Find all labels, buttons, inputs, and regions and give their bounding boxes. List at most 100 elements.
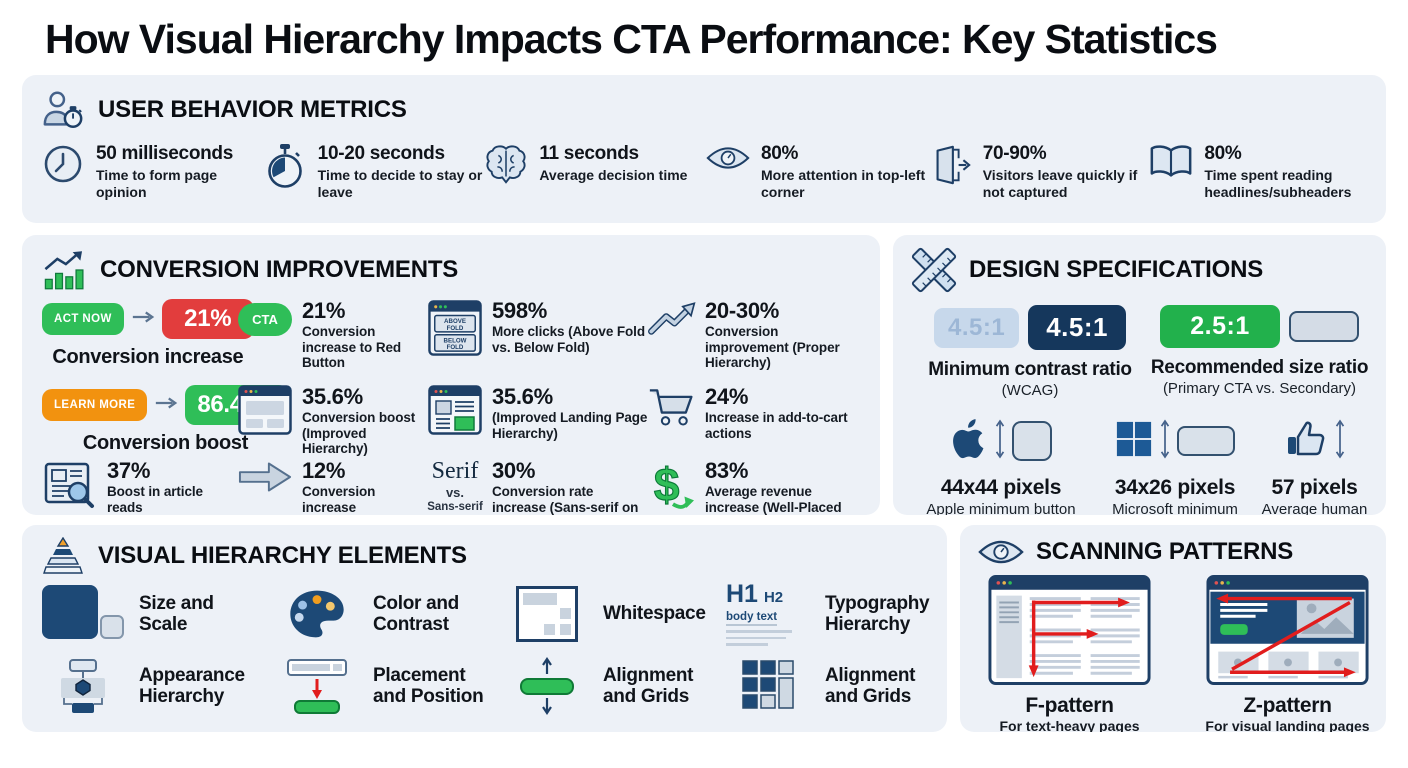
element-label: Color and Contrast xyxy=(373,592,459,635)
demo-caption: Conversion increase xyxy=(52,346,244,368)
article-search-icon xyxy=(42,459,98,511)
whitespace-icon xyxy=(504,583,590,645)
palette-icon xyxy=(274,583,360,645)
element-label: Alignment and Grids xyxy=(603,664,694,707)
stat-improved-hierarchy: 35.6% Conversion boost (Improved Hierarc… xyxy=(237,385,427,459)
bar-chart-arrow-icon xyxy=(42,247,88,293)
shopping-cart-icon xyxy=(648,385,696,429)
user-behavior-heading: USER BEHAVIOR METRICS xyxy=(40,89,1370,131)
spec-desc: Average human thumb width xyxy=(1261,501,1368,515)
landing-page-icon xyxy=(427,385,483,435)
svg-text:FOLD: FOLD xyxy=(447,325,464,332)
conversion-heading: CONVERSION IMPROVEMENTS xyxy=(42,247,864,293)
contrast-chip-high: 4.5:1 xyxy=(1028,305,1126,350)
stat-desc: (Improved Landing Page Hierarchy) xyxy=(492,410,648,441)
conversion-section: CONVERSION IMPROVEMENTS ACT NOW 21% Conv… xyxy=(22,235,880,515)
svg-text:FOLD: FOLD xyxy=(447,344,464,351)
stat-desc: Conversion improvement (Proper Hierarchy… xyxy=(705,324,840,371)
stat-red-button: CTA 21% Conversion increase to Red Butto… xyxy=(237,299,427,385)
section-title: DESIGN SPECIFICATIONS xyxy=(969,256,1264,283)
pattern-name: Z-pattern xyxy=(1243,694,1332,717)
z-pattern-mockup xyxy=(1205,575,1370,689)
stat-above-fold: ABOVE FOLD BELOW FOLD 598% More clicks (… xyxy=(427,299,648,385)
stat-desc: More clicks (Above Fold vs. Below Fold) xyxy=(492,324,645,355)
pattern-desc: For text-heavy pages (blogs) xyxy=(999,718,1140,732)
element-appearance-hierarchy: Appearance Hierarchy xyxy=(40,655,274,717)
stat-value: 50 milliseconds xyxy=(96,143,234,164)
spec-desc: Microsoft minimum button size xyxy=(1112,501,1238,515)
page-title: How Visual Hierarchy Impacts CTA Perform… xyxy=(45,16,1218,62)
stat-value: 24% xyxy=(705,384,749,409)
placement-icon xyxy=(274,655,360,717)
group-subcaption: (Primary CTA vs. Secondary) xyxy=(1162,380,1357,397)
apple-logo-icon xyxy=(950,417,988,466)
spec-desc: Apple minimum button size xyxy=(926,501,1076,515)
serif-vs-sans-icon: Serif vs. Sans-serif xyxy=(427,458,483,513)
stat-value: 20-30% xyxy=(705,298,780,323)
infographic-page: How Visual Hierarchy Impacts CTA Perform… xyxy=(22,16,1386,732)
stat-value: 80% xyxy=(1204,143,1242,164)
stopwatch-icon xyxy=(262,143,308,189)
visual-hierarchy-grid: Size and Scale Color and Contrast Whites… xyxy=(40,582,931,717)
flowchart-icon xyxy=(40,655,126,717)
secondary-button-shape xyxy=(1288,311,1359,342)
grid-squares-icon xyxy=(726,655,812,717)
act-now-button: ACT NOW xyxy=(42,303,124,335)
button-color-demo: ACT NOW 21% Conversion increase xyxy=(42,299,254,385)
stat-desc: Time to decide to stay or leave xyxy=(317,167,483,200)
stat-desc: Conversion increase to Red Button xyxy=(302,324,402,371)
clock-icon xyxy=(40,143,86,185)
stat-desc: Boost in article reads xyxy=(107,484,203,515)
spec-value: 34x26 pixels xyxy=(1114,476,1236,499)
user-behavior-stats: 50 milliseconds Time to form page opinio… xyxy=(40,143,1370,200)
learn-more-button: LEARN MORE xyxy=(42,389,148,421)
stat-value: 35.6% xyxy=(492,384,553,409)
apple-button-spec: 44x44 pixels Apple minimum button size xyxy=(911,413,1091,515)
stat-directional-arrows: 12% Conversion increase (Directional Arr… xyxy=(237,459,427,515)
conversion-grid: ACT NOW 21% Conversion increase CTA 21% … xyxy=(42,299,864,515)
stat-value: 80% xyxy=(761,143,799,164)
size-scale-icon xyxy=(40,583,126,645)
person-stopwatch-icon xyxy=(40,89,86,131)
pattern-desc: For visual landing pages xyxy=(1205,718,1370,732)
right-arrow-icon xyxy=(131,309,155,330)
element-typography: H1 H2 body text Typography Hierarchy xyxy=(726,582,931,646)
stat-desc: More attention in top-left corner xyxy=(761,167,926,200)
element-size-scale: Size and Scale xyxy=(40,583,274,645)
demo-caption: Conversion boost xyxy=(82,432,249,454)
typography-icon: H1 H2 body text xyxy=(726,582,812,646)
design-specs-heading: DESIGN SPECIFICATIONS xyxy=(911,247,1370,293)
thumbs-up-icon xyxy=(1284,417,1328,466)
scanning-heading: SCANNING PATTERNS xyxy=(978,537,1370,567)
right-arrow-icon xyxy=(154,395,178,416)
stat-visitors-leave: 70-90% Visitors leave quickly if not cap… xyxy=(927,143,1149,200)
element-alignment-spacing: Alignment and Grids xyxy=(504,655,726,717)
svg-text:BELOW: BELOW xyxy=(444,337,467,344)
stat-value: 35.6% xyxy=(302,384,363,409)
stat-value: 70-90% xyxy=(982,143,1047,164)
stat-revenue: $ 83% Average revenue increase (Well-Pla… xyxy=(648,459,858,515)
microsoft-button-spec: 34x26 pixels Microsoft minimum button si… xyxy=(1091,413,1259,515)
stat-desc: Average decision time xyxy=(539,167,688,183)
size-ratio-chip: 2.5:1 xyxy=(1160,305,1280,348)
group-subcaption: (WCAG) xyxy=(1001,382,1059,399)
thumb-width-spec: 57 pixels Average human thumb width xyxy=(1259,413,1370,515)
stat-stay-or-leave: 10-20 seconds Time to decide to stay or … xyxy=(262,143,484,200)
section-title: VISUAL HIERARCHY ELEMENTS xyxy=(98,542,467,569)
updown-arrow-icon xyxy=(1334,416,1346,467)
brain-icon xyxy=(483,143,529,187)
updown-arrow-icon xyxy=(1159,416,1171,467)
alignment-arrows-icon xyxy=(504,655,590,717)
section-title: SCANNING PATTERNS xyxy=(1036,538,1294,565)
f-pattern-mockup xyxy=(987,575,1152,689)
crossed-rulers-icon xyxy=(911,247,957,293)
dollar-arrow-icon: $ xyxy=(648,459,696,513)
f-pattern-item: F-pattern For text-heavy pages (blogs) xyxy=(978,575,1161,732)
fold-browser-icon: ABOVE FOLD BELOW FOLD xyxy=(427,299,483,357)
stat-value: 83% xyxy=(705,458,749,483)
stat-decision-time: 11 seconds Average decision time xyxy=(483,143,705,200)
design-specs-section: DESIGN SPECIFICATIONS 4.5:1 4.5:1 Minimu… xyxy=(893,235,1386,515)
rect-button-shape xyxy=(1177,426,1235,456)
size-ratio-group: 2.5:1 Recommended size ratio (Primary CT… xyxy=(1149,305,1370,399)
windows-logo-icon xyxy=(1115,420,1153,463)
